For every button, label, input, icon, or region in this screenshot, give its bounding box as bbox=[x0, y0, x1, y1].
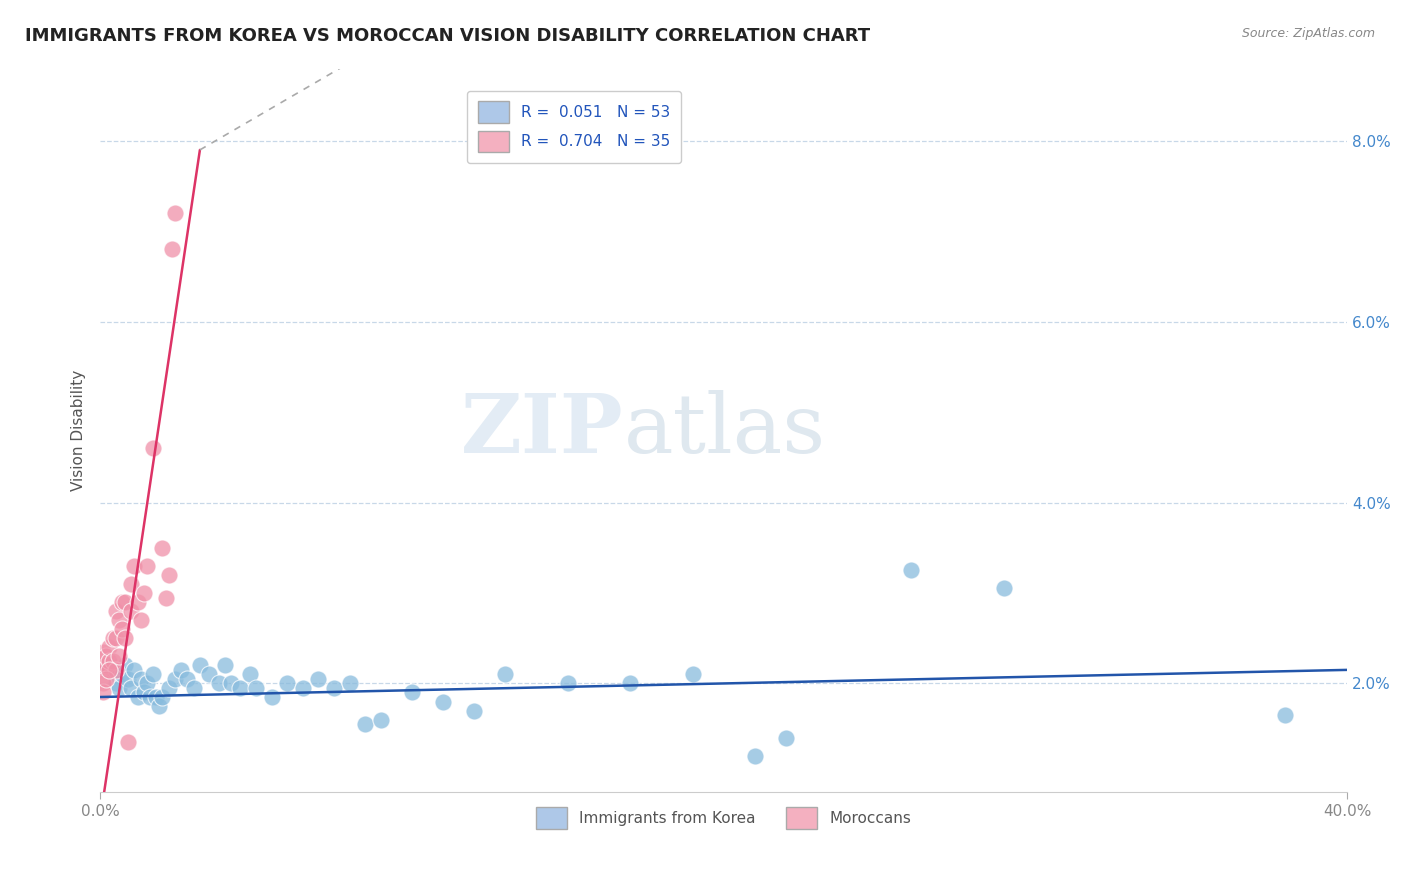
Point bbox=[557, 676, 579, 690]
Point bbox=[339, 676, 361, 690]
Point bbox=[120, 577, 142, 591]
Point bbox=[91, 685, 114, 699]
Point bbox=[145, 690, 167, 704]
Point bbox=[124, 663, 146, 677]
Point bbox=[993, 582, 1015, 596]
Point bbox=[207, 676, 229, 690]
Point bbox=[127, 690, 149, 704]
Point bbox=[101, 663, 124, 677]
Point bbox=[142, 442, 165, 456]
Point bbox=[108, 649, 131, 664]
Point bbox=[98, 654, 121, 668]
Point bbox=[96, 663, 118, 677]
Point bbox=[101, 632, 124, 646]
Point bbox=[291, 681, 314, 695]
Point bbox=[91, 676, 114, 690]
Point bbox=[260, 690, 283, 704]
Point bbox=[124, 558, 146, 573]
Point bbox=[245, 681, 267, 695]
Point bbox=[152, 690, 174, 704]
Point bbox=[114, 595, 136, 609]
Point bbox=[104, 604, 127, 618]
Point bbox=[163, 206, 186, 220]
Y-axis label: Vision Disability: Vision Disability bbox=[72, 369, 86, 491]
Point bbox=[129, 613, 152, 627]
Point bbox=[132, 685, 155, 699]
Point bbox=[96, 672, 118, 686]
Point bbox=[91, 645, 114, 659]
Text: IMMIGRANTS FROM KOREA VS MOROCCAN VISION DISABILITY CORRELATION CHART: IMMIGRANTS FROM KOREA VS MOROCCAN VISION… bbox=[25, 27, 870, 45]
Point bbox=[127, 595, 149, 609]
Point bbox=[117, 735, 139, 749]
Point bbox=[104, 676, 127, 690]
Point bbox=[98, 654, 121, 668]
Point bbox=[120, 604, 142, 618]
Point bbox=[96, 658, 118, 673]
Point bbox=[135, 558, 157, 573]
Point bbox=[139, 690, 162, 704]
Point bbox=[108, 681, 131, 695]
Point bbox=[744, 748, 766, 763]
Point bbox=[120, 681, 142, 695]
Point bbox=[157, 681, 180, 695]
Point bbox=[176, 672, 198, 686]
Point bbox=[432, 694, 454, 708]
Point bbox=[163, 672, 186, 686]
Point bbox=[619, 676, 641, 690]
Point bbox=[104, 663, 127, 677]
Point bbox=[1274, 708, 1296, 723]
Point bbox=[370, 713, 392, 727]
Point bbox=[117, 672, 139, 686]
Point bbox=[198, 667, 221, 681]
Point bbox=[229, 681, 252, 695]
Point bbox=[108, 613, 131, 627]
Text: ZIP: ZIP bbox=[461, 390, 624, 470]
Point bbox=[155, 591, 177, 605]
Point bbox=[152, 541, 174, 555]
Point bbox=[142, 667, 165, 681]
Point bbox=[307, 672, 329, 686]
Point bbox=[111, 667, 134, 681]
Point bbox=[114, 632, 136, 646]
Point bbox=[111, 595, 134, 609]
Point bbox=[101, 654, 124, 668]
Point bbox=[111, 622, 134, 636]
Point bbox=[188, 658, 211, 673]
Point bbox=[276, 676, 298, 690]
Point bbox=[160, 243, 183, 257]
Point bbox=[775, 731, 797, 745]
Point bbox=[170, 663, 193, 677]
Text: atlas: atlas bbox=[624, 390, 827, 470]
Text: Source: ZipAtlas.com: Source: ZipAtlas.com bbox=[1241, 27, 1375, 40]
Point bbox=[98, 663, 121, 677]
Point bbox=[354, 717, 377, 731]
Point bbox=[91, 658, 114, 673]
Point bbox=[96, 663, 118, 677]
Point bbox=[148, 699, 170, 714]
Point bbox=[96, 649, 118, 664]
Point bbox=[900, 563, 922, 577]
Point bbox=[214, 658, 236, 673]
Point bbox=[104, 632, 127, 646]
Point bbox=[135, 676, 157, 690]
Point bbox=[401, 685, 423, 699]
Point bbox=[132, 586, 155, 600]
Point bbox=[183, 681, 205, 695]
Point bbox=[219, 676, 242, 690]
Point bbox=[494, 667, 516, 681]
Point bbox=[157, 568, 180, 582]
Point bbox=[114, 658, 136, 673]
Point bbox=[463, 704, 485, 718]
Point bbox=[98, 640, 121, 655]
Point bbox=[129, 672, 152, 686]
Point bbox=[239, 667, 262, 681]
Point bbox=[323, 681, 346, 695]
Point bbox=[682, 667, 704, 681]
Legend: Immigrants from Korea, Moroccans: Immigrants from Korea, Moroccans bbox=[530, 801, 917, 835]
